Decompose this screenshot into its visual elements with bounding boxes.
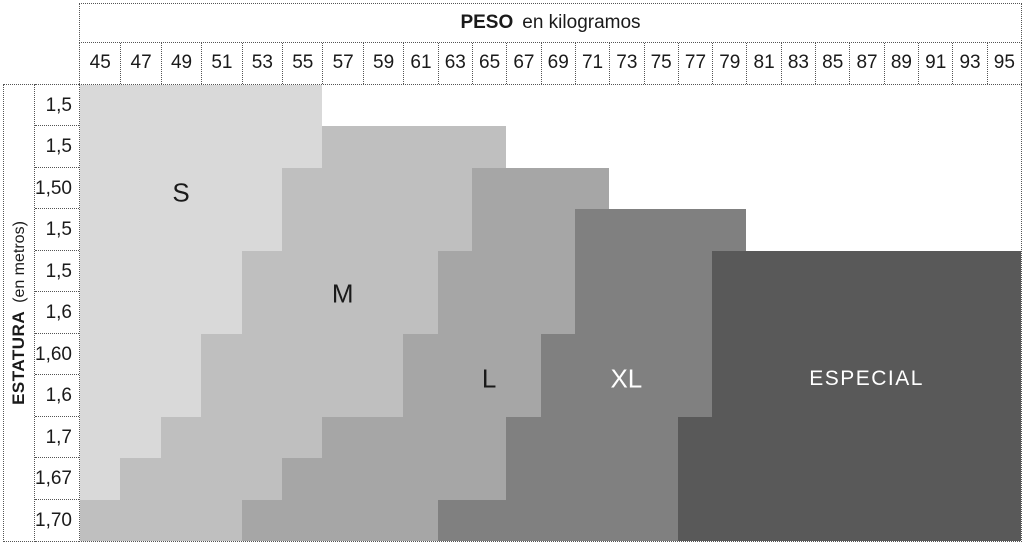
size-label-l: L [481,363,497,394]
size-label-m: M [331,278,354,309]
region-xl [506,416,678,459]
region-l [403,375,541,418]
estatura-header: ESTATURA (en metros) [3,84,35,542]
region-m [282,167,472,211]
weights-row: 45 47 49 51 53 55 57 59 61 63 65 67 69 71 73 75 77 79 81 83… [79,43,1022,84]
region-especial [712,292,1021,335]
region-s [80,209,283,252]
weight-tick-71: 71 [574,43,609,84]
weight-tick-91: 91 [918,43,952,84]
region-l [471,209,575,252]
weight-tick-51: 51 [201,43,241,84]
region-xl [574,292,713,335]
region-m [160,416,323,459]
weight-tick-45: 45 [89,52,111,73]
weight-tick-53: 53 [241,43,282,84]
weight-tick-85: 85 [815,43,849,84]
weight-tick-59: 59 [362,43,403,84]
row-label-cell: 1,5 [35,209,79,251]
weight-tick-83: 83 [780,43,815,84]
weight-tick-49: 49 [160,43,201,84]
weight-tick-67: 67 [506,43,540,84]
region-l [322,416,507,459]
weight-tick-75: 75 [643,43,678,84]
region-xl [506,458,678,501]
region-l [403,333,541,376]
row-label-cell: 1,50 [35,168,79,210]
region-s [80,126,323,169]
region-m [282,209,472,252]
weight-tick-77: 77 [677,43,712,84]
region-l [471,167,610,211]
size-label-s: S [172,177,190,208]
weight-tick-55: 55 [282,43,322,84]
row-label-cell: 1,5 [35,251,79,293]
row-label-cell: 1,7 [35,417,79,459]
region-s [80,167,283,211]
peso-title-bold: PESO [460,12,514,33]
region-xl [574,250,713,293]
region-l [241,499,438,541]
weight-tick-57: 57 [322,43,362,84]
weight-tick-81: 81 [746,43,780,84]
region-s [80,85,323,128]
row-label-cell: 1,6 [35,375,79,417]
row-label-cell: 1,5 [35,126,79,168]
region-s [80,375,202,418]
row-label-cell: 1,60 [35,334,79,376]
region-m [120,458,283,501]
row-label-cell: 1,67 [35,458,79,500]
region-especial [677,416,1021,459]
weight-tick-89: 89 [883,43,918,84]
weight-tick-63: 63 [437,43,472,84]
peso-header: PESO en kilogramos [79,3,1022,43]
size-label-especial: ESPECIAL [809,367,924,391]
region-m [241,292,438,335]
region-especial [712,333,1021,376]
region-m [201,333,404,376]
region-xl [540,375,713,418]
peso-title-rest: en kilogramos [522,12,641,33]
estatura-title-rest: (en metros) [11,221,28,303]
row-labels: 1,5 1,5 1,50 1,5 1,5 1,6 1,60 1,6 1,7 1,67 1,70 [35,84,79,542]
region-m [322,126,507,169]
weight-tick-69: 69 [540,43,575,84]
region-xl [540,333,713,376]
row-label-cell: 1,5 [35,85,79,127]
weight-tick-61: 61 [403,43,437,84]
region-especial [677,458,1021,501]
weight-tick-65: 65 [471,43,506,84]
region-m [201,375,404,418]
region-l [282,458,507,501]
region-s [80,416,161,459]
plot-area: S M L XL ESPECIAL [79,84,1022,542]
estatura-title: ESTATURA (en metros) [9,221,29,405]
region-l [437,250,575,293]
estatura-title-bold: ESTATURA [9,310,28,405]
region-l [437,292,575,335]
region-m [241,250,438,293]
region-xl [574,209,747,252]
row-label-cell: 1,70 [35,509,72,531]
region-xl [437,499,678,541]
weight-tick-73: 73 [609,43,643,84]
weight-tick-47: 47 [120,43,160,84]
region-m [80,499,242,541]
region-especial [712,375,1021,418]
region-s [80,292,242,335]
region-especial [677,499,1021,541]
region-s [80,250,242,293]
weight-tick-87: 87 [849,43,883,84]
weight-tick-79: 79 [712,43,746,84]
row-label-cell: 1,6 [35,292,79,334]
region-s [80,333,202,376]
region-especial [712,250,1021,293]
weight-tick-95: 95 [986,43,1021,84]
weight-tick-93: 93 [952,43,986,84]
size-label-xl: XL [610,363,643,394]
region-s [80,458,121,501]
